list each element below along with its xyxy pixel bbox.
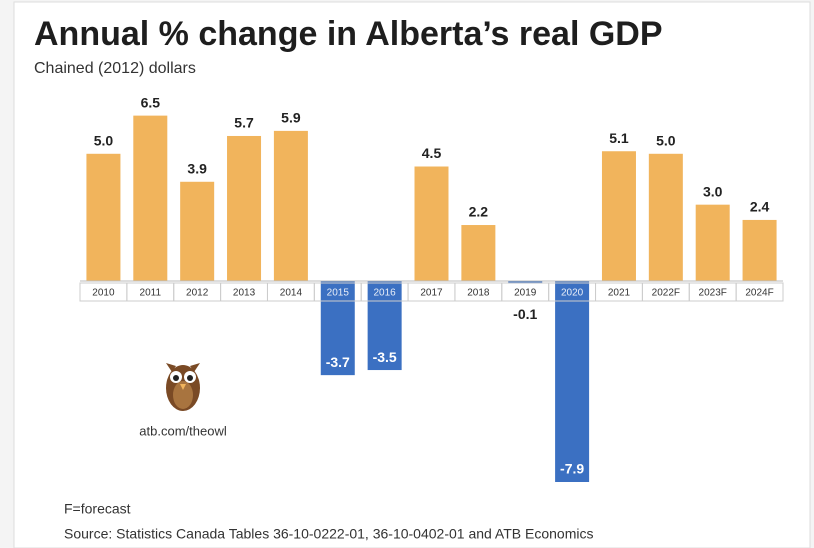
bar bbox=[86, 153, 121, 281]
bar bbox=[742, 219, 777, 281]
bar bbox=[601, 151, 636, 281]
x-tick-label: 2011 bbox=[140, 288, 162, 299]
x-tick-label: 2018 bbox=[467, 288, 490, 299]
bar bbox=[133, 115, 168, 281]
x-tick-label: 2014 bbox=[280, 288, 303, 299]
x-tick-label: 2020 bbox=[561, 288, 584, 299]
source: Source: Statistics Canada Tables 36-10-0… bbox=[64, 526, 593, 542]
value-label: -7.9 bbox=[560, 461, 584, 477]
bar bbox=[648, 153, 683, 281]
bar bbox=[695, 204, 730, 281]
x-tick-label: 2021 bbox=[608, 288, 631, 299]
value-label: -0.1 bbox=[513, 306, 537, 322]
bar bbox=[273, 130, 308, 281]
x-tick-label: 2022F bbox=[652, 288, 680, 299]
value-label: 5.1 bbox=[609, 130, 629, 146]
value-label: 5.0 bbox=[94, 132, 114, 148]
value-label: 5.0 bbox=[656, 132, 676, 148]
value-label: 4.5 bbox=[422, 145, 442, 161]
bar bbox=[320, 281, 355, 376]
category-cell bbox=[735, 282, 784, 302]
subtitle: Chained (2012) dollars bbox=[34, 60, 196, 77]
bar bbox=[508, 281, 543, 284]
value-label: -3.5 bbox=[373, 349, 397, 365]
bar bbox=[414, 166, 449, 281]
value-label: 2.4 bbox=[750, 199, 770, 215]
value-label: 3.9 bbox=[187, 160, 207, 176]
bar bbox=[555, 281, 590, 482]
footnote: F=forecast bbox=[64, 501, 131, 517]
owl-icon bbox=[166, 363, 200, 411]
value-label: 2.2 bbox=[469, 204, 489, 220]
value-label: -3.7 bbox=[326, 354, 350, 370]
value-label: 5.9 bbox=[281, 110, 301, 126]
value-label: 3.0 bbox=[703, 183, 723, 199]
x-tick-label: 2019 bbox=[514, 288, 537, 299]
value-label: 6.5 bbox=[141, 94, 161, 110]
bar bbox=[180, 181, 215, 281]
chart-title: Annual % change in Alberta’s real GDP bbox=[34, 15, 663, 53]
bar bbox=[461, 225, 496, 281]
x-tick-label: 2016 bbox=[374, 288, 397, 299]
bar bbox=[227, 135, 262, 281]
x-tick-label: 2017 bbox=[420, 288, 443, 299]
brand: atb.com/theowl bbox=[139, 423, 227, 438]
x-tick-label: 2010 bbox=[92, 288, 115, 299]
bar bbox=[367, 281, 402, 371]
x-tick-label: 2024F bbox=[745, 288, 773, 299]
x-tick-label: 2023F bbox=[699, 288, 727, 299]
x-tick-label: 2012 bbox=[186, 288, 209, 299]
value-label: 5.7 bbox=[234, 115, 254, 131]
x-tick-label: 2013 bbox=[233, 288, 256, 299]
x-tick-label: 2015 bbox=[327, 288, 350, 299]
